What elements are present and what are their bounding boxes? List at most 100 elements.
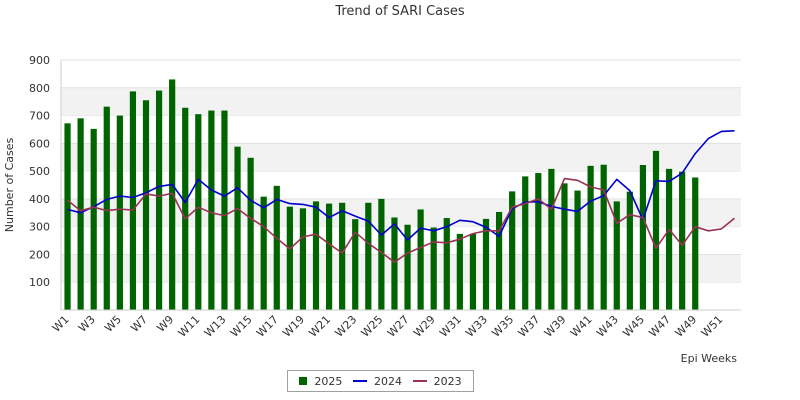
- bar-W20[interactable]: [312, 201, 320, 310]
- bar-W17[interactable]: [273, 185, 280, 310]
- x-tick-label: W51: [699, 313, 726, 340]
- x-tick-label: W23: [333, 313, 360, 340]
- legend-item-2023[interactable]: 2023: [412, 374, 462, 388]
- x-tick-label: W27: [385, 313, 412, 340]
- legend-label: 2023: [433, 374, 462, 388]
- x-tick-label: W3: [76, 313, 98, 335]
- x-tick-label: W39: [542, 313, 569, 340]
- bar-W33[interactable]: [482, 218, 490, 310]
- x-tick-label: W9: [154, 313, 176, 335]
- bar-W30[interactable]: [443, 218, 450, 310]
- bar-W37[interactable]: [535, 173, 542, 310]
- x-tick-label: W31: [437, 313, 464, 340]
- bar-W14[interactable]: [234, 146, 241, 310]
- bar-W40[interactable]: [574, 190, 581, 310]
- bar-W6[interactable]: [129, 91, 137, 310]
- bar-W18[interactable]: [286, 206, 293, 310]
- bar-W25[interactable]: [378, 198, 385, 310]
- bar-W26[interactable]: [391, 217, 398, 311]
- bar-W38[interactable]: [548, 168, 555, 310]
- line-series: [66, 130, 736, 264]
- bar-W1[interactable]: [64, 123, 71, 310]
- legend-label: 2025: [314, 374, 343, 388]
- x-tick-label: W47: [646, 313, 673, 340]
- bar-W11[interactable]: [195, 114, 202, 311]
- legend-swatch-line: [352, 380, 367, 382]
- y-tick-label: 700: [29, 110, 50, 123]
- bar-W21[interactable]: [325, 203, 333, 310]
- x-axis-label: Epi Weeks: [681, 352, 738, 365]
- y-tick-label: 800: [29, 82, 50, 95]
- bar-W48[interactable]: [679, 171, 686, 310]
- legend-label: 2024: [373, 374, 402, 388]
- x-tick-label: W11: [176, 313, 203, 340]
- x-tick-label: W17: [254, 313, 281, 340]
- x-tick-label: W5: [102, 313, 124, 335]
- x-tick-label: W13: [202, 313, 229, 340]
- x-tick-label: W25: [359, 313, 386, 340]
- x-tick-label: W33: [463, 313, 490, 340]
- y-axis-ticks: 100 200 300 400 500 600 700 800 900: [29, 54, 50, 289]
- bar-W41[interactable]: [587, 165, 594, 310]
- bar-W36[interactable]: [522, 176, 529, 310]
- bar-W2[interactable]: [77, 118, 84, 310]
- bar-W46[interactable]: [652, 150, 660, 310]
- legend-item-2025[interactable]: 2025: [299, 375, 342, 388]
- bar-W32[interactable]: [469, 233, 477, 310]
- y-axis-label: Number of Cases: [3, 138, 16, 233]
- x-tick-label: W1: [50, 313, 72, 335]
- grid-band: [61, 143, 741, 172]
- line-series-2023[interactable]: [66, 177, 736, 264]
- bar-W15[interactable]: [247, 157, 254, 310]
- bar-W8[interactable]: [155, 90, 163, 310]
- bar-W7[interactable]: [142, 100, 150, 311]
- y-tick-label: 400: [29, 193, 50, 206]
- x-tick-label: W19: [280, 313, 307, 340]
- grid-band: [61, 87, 741, 116]
- bar-W19[interactable]: [299, 208, 307, 310]
- bar-W34[interactable]: [495, 211, 503, 310]
- legend: 2025 2024 2023: [287, 370, 474, 392]
- bar-W3[interactable]: [90, 128, 97, 310]
- x-axis-ticks: W1 W3 W5 W7 W9 W11 W13 W15 W17 W19 W21 W23 W25 W27 W29…: [50, 313, 726, 340]
- bar-W28[interactable]: [417, 209, 424, 310]
- bar-series-2025: [64, 79, 699, 311]
- x-tick-label: W43: [594, 313, 621, 340]
- bar-W42[interactable]: [600, 164, 607, 310]
- grid-bands: [61, 59, 741, 283]
- x-tick-label: W15: [228, 313, 255, 340]
- bar-W45[interactable]: [639, 165, 647, 310]
- y-tick-label: 600: [29, 137, 50, 150]
- bar-W10[interactable]: [182, 107, 189, 311]
- x-tick-label: W45: [620, 313, 647, 340]
- bar-W44[interactable]: [626, 191, 633, 310]
- x-tick-label: W37: [516, 313, 543, 340]
- y-tick-label: 500: [29, 165, 50, 178]
- bar-W13[interactable]: [221, 110, 228, 310]
- x-tick-label: W49: [673, 313, 700, 340]
- bar-W12[interactable]: [208, 110, 215, 310]
- bar-W5[interactable]: [116, 115, 123, 310]
- bar-W27[interactable]: [404, 224, 411, 310]
- x-tick-label: W21: [306, 313, 333, 340]
- bar-W16[interactable]: [260, 196, 267, 310]
- bar-W31[interactable]: [456, 233, 463, 310]
- y-tick-label: 300: [29, 221, 50, 234]
- bar-W24[interactable]: [365, 202, 372, 310]
- bar-W29[interactable]: [430, 227, 437, 311]
- x-tick-label: W35: [489, 313, 516, 340]
- legend-item-2024[interactable]: 2024: [352, 374, 402, 388]
- legend-swatch-bar: [299, 377, 308, 385]
- line-series-2024[interactable]: [67, 130, 735, 241]
- x-tick-label: W7: [128, 313, 150, 335]
- bar-W35[interactable]: [509, 191, 516, 310]
- bar-W23[interactable]: [352, 219, 359, 310]
- bar-W43[interactable]: [613, 201, 620, 310]
- bar-W4[interactable]: [103, 106, 110, 311]
- bar-W47[interactable]: [665, 168, 673, 310]
- bar-W22[interactable]: [339, 202, 346, 310]
- bar-W49[interactable]: [692, 177, 699, 311]
- bar-W39[interactable]: [561, 183, 568, 310]
